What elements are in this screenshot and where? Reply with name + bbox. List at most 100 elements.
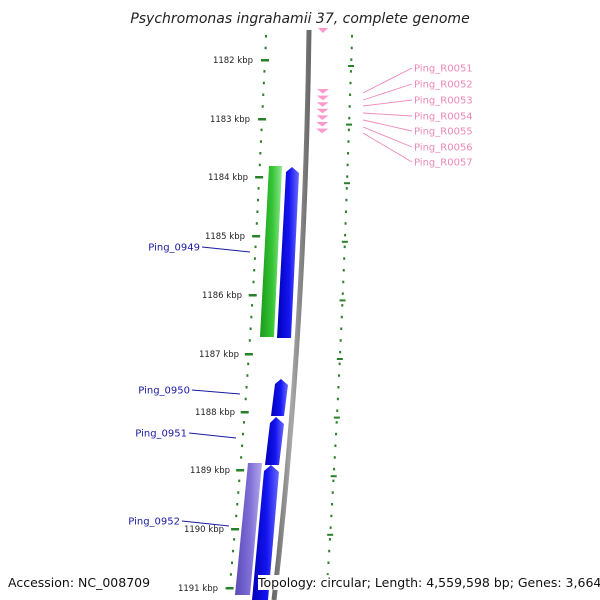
cds-ping-0950[interactable] [271,379,288,416]
right-minor-tick [328,538,331,541]
right-minor-tick [344,222,347,225]
left-minor-tick [258,163,261,167]
left-major-tick [258,118,267,121]
left-minor-tick [257,187,260,190]
left-minor-tick [248,339,251,342]
rna-label[interactable]: Ping_R0057 [414,158,473,169]
rna-chevron [316,122,329,127]
left-major-tick [244,353,253,356]
left-minor-tick [265,35,267,38]
rna-label[interactable]: Ping_R0053 [414,96,473,107]
right-minor-tick [342,269,345,272]
ruler-tick-label: 1191 kbp [178,584,218,594]
rna-leader-line [362,112,413,117]
right-minor-tick [335,421,338,424]
left-minor-tick [250,315,253,319]
cds-leader-line [181,520,230,527]
right-minor-tick [327,561,330,564]
right-minor-tick [339,339,342,342]
right-tick-track [325,35,355,588]
cds-label[interactable]: Ping_0952 [128,517,180,528]
right-minor-tick [350,46,353,50]
right-minor-tick [344,210,347,213]
map-title: Psychromonas ingrahamii 37, complete gen… [130,11,469,27]
cds-ping-0949[interactable] [260,166,282,337]
left-minor-tick [249,327,252,330]
rna-chevron [316,108,329,114]
cds-label[interactable]: Ping_0951 [135,429,187,440]
right-minor-tick [338,362,341,366]
right-minor-tick [333,456,336,459]
cds-ping-0951[interactable] [265,417,284,465]
right-minor-tick [346,163,349,167]
right-minor-tick [326,573,329,576]
cds-ping-0952-partner[interactable] [252,465,279,600]
left-minor-tick [262,93,265,96]
cds-ping-0952[interactable] [235,463,262,595]
left-minor-tick [244,397,247,401]
left-major-tick [236,469,245,472]
left-major-tick [252,235,261,238]
right-minor-tick [329,526,332,529]
left-minor-tick [230,561,233,564]
right-minor-tick [341,292,344,295]
ruler-tick-label: 1183 kbp [210,115,250,125]
left-minor-tick [253,269,256,272]
rna-label[interactable]: Ping_R0056 [414,143,473,154]
rna-leader-line [362,119,413,132]
rna-leader-line [362,99,413,107]
rna-chevron [316,115,329,120]
left-minor-tick [254,245,257,249]
right-minor-tick [334,444,337,447]
right-major-tick [327,533,334,536]
rna-chevron [316,128,329,134]
left-minor-tick [232,549,235,553]
rna-label[interactable]: Ping_R0051 [414,64,473,75]
right-minor-tick [345,198,348,202]
rna-feature-group[interactable] [316,28,329,134]
right-major-tick [330,475,337,478]
cds-label[interactable]: Ping_0950 [138,386,190,397]
left-major-tick [261,59,269,62]
left-minor-tick [253,257,256,260]
genome-backbone [271,29,312,600]
left-minor-tick [240,456,243,459]
right-minor-tick [340,327,343,330]
cds-label[interactable]: Ping_0949 [148,243,200,254]
left-minor-tick [252,280,255,284]
left-minor-tick [263,70,266,73]
left-tick-track: 1182 kbp 1183 kbp 1184 kbp 1185 kbp 1186 kbp… [178,35,269,594]
right-major-tick [348,65,355,67]
rna-chevron-top [318,28,328,33]
left-minor-tick [236,503,239,506]
rna-chevron [316,102,329,107]
right-minor-tick [341,304,344,307]
right-minor-tick [346,175,349,178]
right-major-tick [341,240,348,243]
right-minor-tick [347,140,350,143]
left-minor-tick [242,432,245,436]
right-minor-tick [343,245,346,249]
right-minor-tick [347,152,350,155]
right-minor-tick [332,479,335,483]
ruler-tick-label: 1182 kbp [213,56,253,66]
rna-label[interactable]: Ping_R0055 [414,127,473,138]
left-minor-tick [238,479,241,483]
right-minor-tick [335,432,338,436]
ruler-tick-label: 1187 kbp [199,350,239,360]
rna-label[interactable]: Ping_R0052 [414,80,473,91]
rna-label[interactable]: Ping_R0054 [414,112,473,123]
right-minor-tick [328,549,331,553]
left-minor-tick [242,421,245,424]
ruler-tick-label: 1184 kbp [208,173,248,183]
rna-leader-line [362,67,413,94]
left-minor-tick [262,81,265,85]
right-minor-tick [336,397,339,401]
right-minor-tick [349,93,352,96]
right-minor-tick [343,257,346,260]
left-major-tick [231,528,240,531]
right-minor-tick [340,315,343,319]
ruler-tick-label: 1190 kbp [184,525,224,535]
right-minor-tick [348,116,351,120]
cds-ping-0949-partner[interactable] [277,167,299,338]
